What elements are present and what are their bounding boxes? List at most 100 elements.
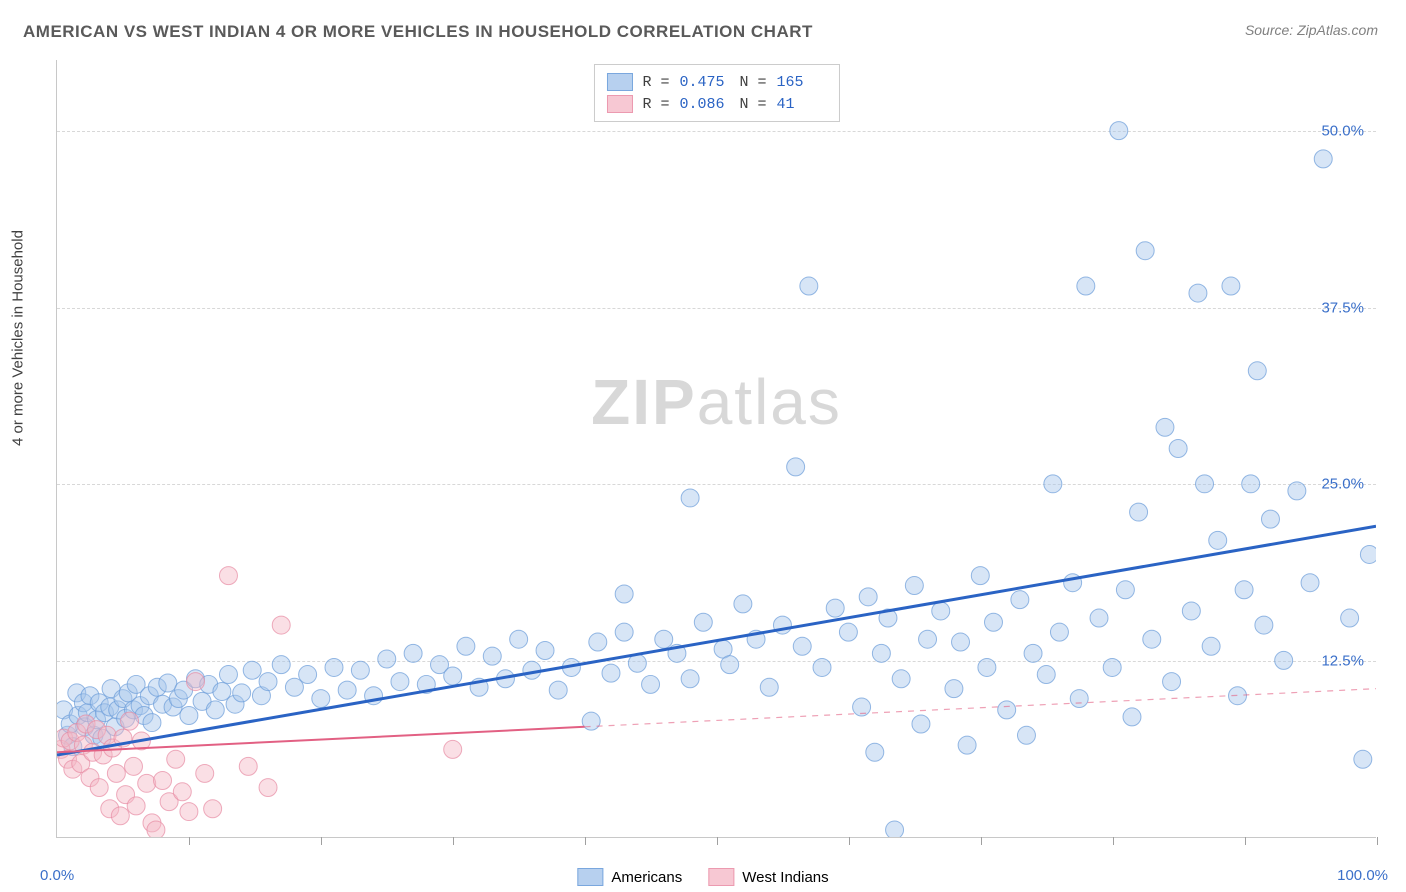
data-point: [859, 588, 877, 606]
data-point: [998, 701, 1016, 719]
data-point: [1229, 687, 1247, 705]
source-attribution: Source: ZipAtlas.com: [1245, 22, 1378, 38]
data-point: [154, 772, 172, 790]
n-value-americans: 165: [777, 74, 827, 91]
data-point: [892, 670, 910, 688]
data-point: [444, 667, 462, 685]
data-point: [721, 656, 739, 674]
data-point: [793, 637, 811, 655]
data-point: [1050, 623, 1068, 641]
legend-label-westindians: West Indians: [742, 869, 828, 886]
data-point: [549, 681, 567, 699]
data-point: [483, 647, 501, 665]
legend-swatch-westindians-icon: [708, 868, 734, 886]
data-point: [615, 585, 633, 603]
data-point: [1123, 708, 1141, 726]
data-point: [642, 675, 660, 693]
data-point: [912, 715, 930, 733]
chart-title: AMERICAN VS WEST INDIAN 4 OR MORE VEHICL…: [23, 22, 813, 42]
data-point: [1143, 630, 1161, 648]
data-point: [125, 757, 143, 775]
data-point: [143, 714, 161, 732]
chart-container: AMERICAN VS WEST INDIAN 4 OR MORE VEHICL…: [0, 0, 1406, 892]
data-point: [147, 821, 165, 837]
data-point: [180, 803, 198, 821]
data-point: [932, 602, 950, 620]
data-point: [1116, 581, 1134, 599]
swatch-westindians-icon: [606, 95, 632, 113]
data-point: [90, 779, 108, 797]
data-point: [1209, 531, 1227, 549]
data-point: [886, 821, 904, 837]
data-point: [1011, 591, 1029, 609]
x-tick: [1377, 837, 1378, 845]
data-point: [971, 567, 989, 585]
data-point: [127, 797, 145, 815]
data-point: [787, 458, 805, 476]
x-tick: [717, 837, 718, 845]
data-point: [138, 774, 156, 792]
data-point: [536, 642, 554, 660]
data-point: [1196, 475, 1214, 493]
data-point: [1017, 726, 1035, 744]
data-point: [1314, 150, 1332, 168]
data-point: [582, 712, 600, 730]
data-point: [1037, 666, 1055, 684]
data-point: [1090, 609, 1108, 627]
x-tick: [189, 837, 190, 845]
data-point: [1169, 440, 1187, 458]
data-point: [351, 661, 369, 679]
data-point: [681, 670, 699, 688]
data-point: [681, 489, 699, 507]
data-point: [107, 764, 125, 782]
data-point: [325, 658, 343, 676]
data-point: [1341, 609, 1359, 627]
data-point: [159, 674, 177, 692]
x-tick: [981, 837, 982, 845]
swatch-americans-icon: [606, 73, 632, 91]
data-point: [1044, 475, 1062, 493]
x-tick: [453, 837, 454, 845]
legend-item-americans: Americans: [577, 868, 682, 886]
y-axis-label: 4 or more Vehicles in Household: [10, 230, 27, 446]
data-point: [978, 658, 996, 676]
n-value-westindians: 41: [777, 96, 827, 113]
data-point: [1235, 581, 1253, 599]
data-point: [905, 577, 923, 595]
data-point: [615, 623, 633, 641]
series-legend: Americans West Indians: [577, 868, 828, 886]
data-point: [1130, 503, 1148, 521]
data-point: [338, 681, 356, 699]
data-point: [272, 656, 290, 674]
data-point: [1024, 644, 1042, 662]
data-point: [204, 800, 222, 818]
data-point: [259, 673, 277, 691]
data-point: [299, 666, 317, 684]
data-point: [187, 673, 205, 691]
legend-swatch-americans-icon: [577, 868, 603, 886]
data-point: [1189, 284, 1207, 302]
data-point: [219, 567, 237, 585]
data-point: [391, 673, 409, 691]
data-point: [734, 595, 752, 613]
x-tick: [849, 837, 850, 845]
data-point: [826, 599, 844, 617]
data-point: [206, 701, 224, 719]
x-tick: [321, 837, 322, 845]
data-point: [219, 666, 237, 684]
data-point: [378, 650, 396, 668]
data-point: [1275, 651, 1293, 669]
data-point: [1070, 690, 1088, 708]
data-point: [1202, 637, 1220, 655]
data-point: [167, 750, 185, 768]
correlation-row-westindians: R = 0.086 N = 41: [606, 93, 826, 115]
data-point: [872, 644, 890, 662]
data-point: [259, 779, 277, 797]
data-point: [813, 658, 831, 676]
data-point: [1077, 277, 1095, 295]
data-point: [121, 712, 139, 730]
data-point: [602, 664, 620, 682]
data-point: [312, 690, 330, 708]
data-point: [800, 277, 818, 295]
data-point: [984, 613, 1002, 631]
